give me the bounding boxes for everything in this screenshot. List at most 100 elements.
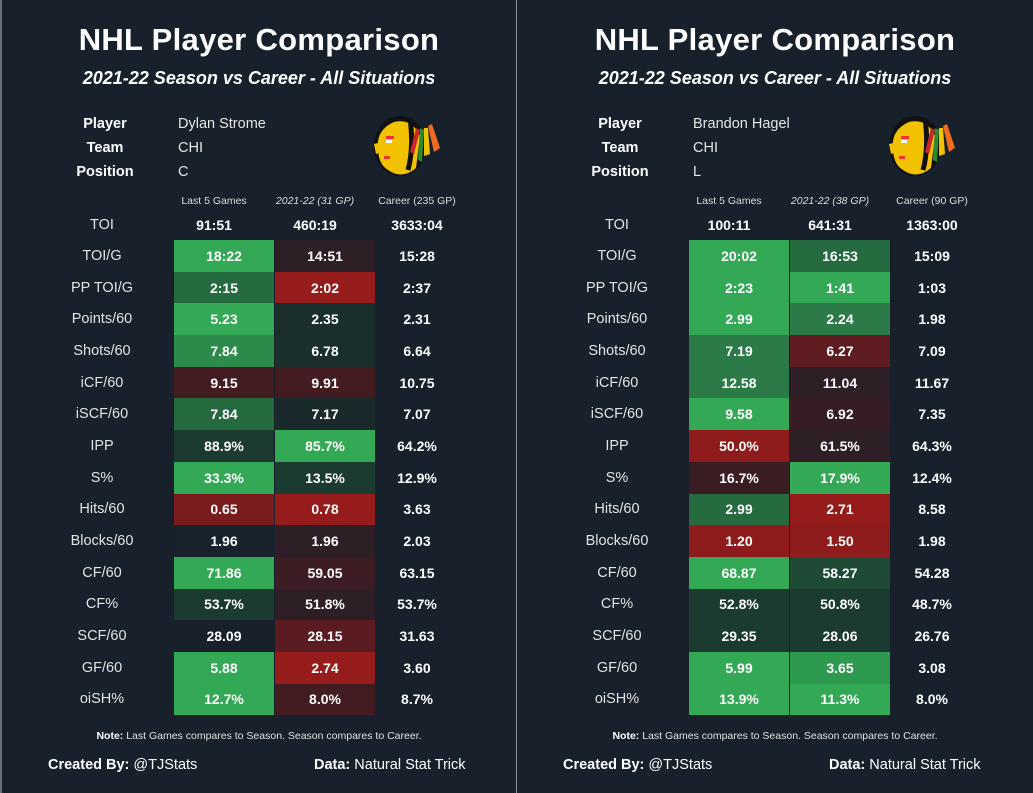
row-label: Shots/60 — [588, 342, 646, 359]
table-cell: 28.09 — [174, 620, 274, 652]
table-cell: 2.71 — [790, 493, 890, 526]
table-cell: 28.15 — [275, 620, 375, 652]
note-text: Note: Last Games compares to Season. Sea… — [2, 730, 516, 742]
table-cell: 68.87 — [689, 556, 789, 589]
footer-data-value: Natural Stat Trick — [350, 757, 466, 773]
note-body: Last Games compares to Season. Season co… — [123, 730, 422, 742]
table-cell: 13.9% — [689, 683, 789, 716]
table-cell: 53.7% — [397, 596, 437, 613]
table-row: CF/60 71.86 59.05 63.15 — [2, 556, 516, 589]
table-cell: 58.27 — [790, 556, 890, 589]
info-label-player: Player — [598, 116, 642, 132]
footer-created-label: Created By: — [563, 757, 645, 773]
info-label-player: Player — [83, 116, 127, 132]
table-cell: 1:03 — [917, 279, 947, 296]
row-label: Blocks/60 — [585, 533, 649, 550]
table-cell: 5.99 — [689, 651, 789, 684]
player-info: Player Brandon Hagel Team CHI Position L — [577, 112, 790, 184]
table-cell: 7.17 — [275, 398, 375, 431]
column-header: Last 5 Games — [181, 195, 247, 207]
row-label: IPP — [605, 437, 629, 454]
table-row: S% 16.7% 17.9% 12.4% — [517, 461, 1033, 494]
info-row-player: Player Brandon Hagel — [577, 112, 790, 136]
table-cell: 0.78 — [275, 493, 375, 526]
note-label: Note: — [612, 730, 640, 742]
table-cell: 11.04 — [790, 366, 890, 399]
table-cell: 2.24 — [790, 303, 890, 336]
info-row-player: Player Dylan Strome — [62, 112, 266, 136]
table-cell: 7.35 — [918, 406, 946, 423]
row-label: Hits/60 — [594, 501, 640, 518]
table-cell: 14:51 — [275, 240, 375, 272]
row-label: PP TOI/G — [70, 279, 134, 296]
row-label: oiSH% — [594, 691, 640, 708]
table-cell: 9.91 — [275, 366, 375, 399]
row-label: TOI/G — [82, 247, 122, 264]
table-row: iCF/60 12.58 11.04 11.67 — [517, 366, 1033, 399]
column-header: 2021-22 (38 GP) — [790, 195, 870, 207]
table-cell: 13.5% — [275, 461, 375, 494]
info-value-position: C — [178, 164, 189, 180]
table-cell: 3.60 — [403, 659, 431, 676]
footer-data-source: Data: Natural Stat Trick — [314, 757, 466, 773]
table-cell: 1.20 — [689, 525, 789, 557]
row-label: GF/60 — [81, 659, 123, 676]
table-cell: 2:15 — [174, 271, 274, 304]
info-label-position: Position — [591, 164, 649, 180]
table-row: TOI/G 20:02 16:53 15:09 — [517, 240, 1033, 272]
table-row: Blocks/60 1.20 1.50 1.98 — [517, 525, 1033, 557]
table-row: S% 33.3% 13.5% 12.9% — [2, 461, 516, 494]
footer-created: Created By: @TJStats — [48, 757, 197, 773]
table-cell: 8.58 — [918, 501, 946, 518]
note-body: Last Games compares to Season. Season co… — [639, 730, 938, 742]
table-row: IPP 50.0% 61.5% 64.3% — [517, 430, 1033, 462]
chart-subtitle: 2021-22 Season vs Career - All Situation… — [598, 68, 952, 88]
table-cell: 51.8% — [275, 588, 375, 621]
row-label: IPP — [90, 437, 114, 454]
row-label: Points/60 — [586, 311, 648, 328]
table-cell: 3.65 — [790, 651, 890, 684]
toi-row: TOI 100:11 641:31 1363:00 — [517, 214, 1033, 236]
table-row: GF/60 5.99 3.65 3.08 — [517, 651, 1033, 684]
info-row-team: Team CHI — [577, 136, 790, 160]
row-label: Blocks/60 — [70, 533, 134, 550]
info-row-position: Position L — [577, 160, 790, 184]
stats-table: TOI/G 20:02 16:53 15:09 PP TOI/G 2:23 1:41 1:03… — [517, 240, 1033, 716]
column-header: Last 5 Games — [696, 195, 762, 207]
row-label: SCF/60 — [77, 628, 127, 645]
table-cell: 6.64 — [403, 342, 431, 359]
row-label: Hits/60 — [79, 501, 125, 518]
table-row: Blocks/60 1.96 1.96 2.03 — [2, 525, 516, 557]
info-label-team: Team — [601, 140, 639, 156]
row-label: CF/60 — [597, 564, 637, 581]
stats-table: TOI/G 18:22 14:51 15:28 PP TOI/G 2:15 2:02 2:37… — [2, 240, 516, 716]
info-value-position: L — [693, 164, 702, 180]
table-cell: 26.76 — [914, 628, 950, 645]
toi-value: 91:51 — [196, 217, 232, 233]
chart-title: NHL Player Comparison — [78, 22, 440, 57]
footer-created-value: @TJStats — [644, 757, 713, 773]
table-cell: 2.99 — [689, 303, 789, 336]
table-cell: 0.65 — [174, 493, 274, 526]
blackhawks-logo-icon — [374, 116, 440, 176]
info-row-position: Position C — [62, 160, 266, 184]
row-label: GF/60 — [596, 659, 638, 676]
row-label: CF% — [600, 596, 634, 613]
table-cell: 54.28 — [914, 564, 950, 581]
toi-value: 3633:04 — [391, 217, 443, 233]
blackhawks-logo-icon — [889, 116, 955, 176]
table-row: IPP 88.9% 85.7% 64.2% — [2, 430, 516, 462]
table-cell: 50.0% — [689, 430, 789, 462]
row-label: iCF/60 — [595, 374, 639, 391]
table-cell: 2:02 — [275, 271, 375, 304]
row-label: CF/60 — [82, 564, 122, 581]
table-cell: 64.3% — [912, 437, 952, 454]
column-header: Career (90 GP) — [896, 195, 968, 207]
table-cell: 29.35 — [689, 620, 789, 652]
info-row-team: Team CHI — [62, 136, 266, 160]
row-label: iCF/60 — [80, 374, 124, 391]
footer-data-label: Data: — [829, 757, 866, 773]
column-header: 2021-22 (31 GP) — [275, 195, 355, 207]
row-label: Shots/60 — [73, 342, 131, 359]
table-row: Hits/60 2.99 2.71 8.58 — [517, 493, 1033, 526]
